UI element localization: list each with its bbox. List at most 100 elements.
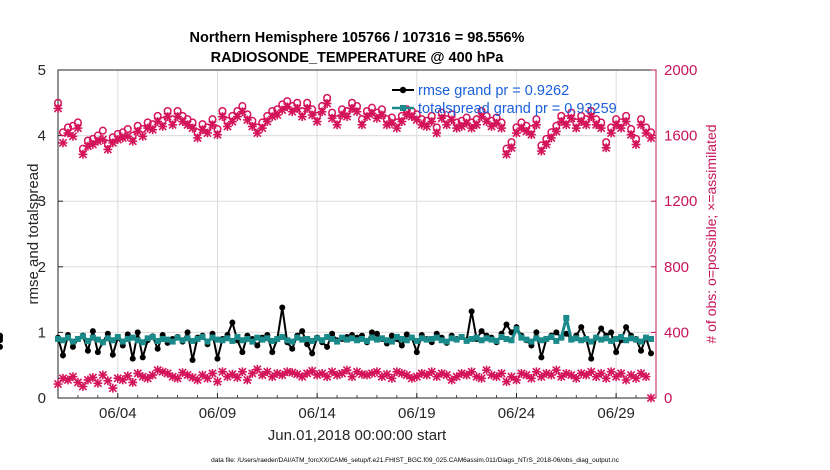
rmse-point (648, 350, 655, 357)
spread-point (378, 335, 385, 342)
spread-point (508, 337, 515, 344)
spread-point (623, 337, 630, 344)
spread-point (443, 338, 450, 345)
spread-point (109, 337, 116, 344)
obs-assimilated-point (332, 120, 342, 130)
obs-assimilated-point (601, 143, 611, 153)
obs-assimilated-point (287, 107, 297, 117)
spread-point (209, 334, 216, 341)
y-right-tick-label: 0 (664, 390, 672, 407)
spread-point (523, 336, 530, 343)
spread-point (583, 335, 590, 342)
rmse-point (309, 350, 316, 357)
obs-assimilated-point (596, 123, 606, 133)
obs-assimilated-point (427, 117, 437, 126)
spread-point (453, 336, 460, 343)
rmse-point (59, 352, 66, 359)
obs-assimilated-point (372, 113, 382, 123)
rmse-point (84, 347, 91, 354)
obs-possible-point (98, 126, 107, 135)
obs-rejected-point (103, 376, 113, 386)
rmse-point (124, 331, 131, 338)
spread-point (438, 337, 445, 344)
spread-point (383, 337, 390, 344)
obs-rejected-point (636, 369, 646, 378)
obs-rejected-point (198, 370, 207, 380)
spread-point (194, 335, 201, 342)
obs-assimilated-point (103, 145, 113, 154)
spread-point (363, 337, 370, 344)
obs-assimilated-point (73, 123, 83, 133)
obs-rejected-point (133, 369, 143, 378)
obs-assimilated-point (362, 112, 372, 122)
obs-assimilated-point (621, 117, 631, 126)
obs-assimilated-point (407, 112, 417, 122)
y-left-tick-label: 4 (38, 128, 46, 145)
rmse-point (154, 345, 161, 352)
rmse-point (94, 349, 101, 356)
obs-assimilated-point (58, 138, 68, 148)
obs-assimilated-point (507, 143, 516, 153)
rmse-point (608, 329, 615, 336)
spread-point (184, 335, 191, 342)
obs-assimilated-point (342, 112, 352, 122)
spread-point (513, 326, 520, 333)
obs-assimilated-point (536, 146, 546, 156)
obs-assimilated-point (606, 128, 616, 138)
spread-point (159, 335, 166, 342)
obs-rejected-point (586, 367, 596, 377)
obs-rejected-point (63, 375, 73, 385)
obs-rejected-point (462, 370, 472, 380)
obs-rejected-point (267, 372, 277, 382)
rmse-point (299, 328, 306, 335)
rmse-point (254, 342, 261, 349)
spread-point (528, 338, 535, 345)
obs-rejected-point (512, 375, 521, 385)
y-right-tick-label: 400 (664, 324, 689, 341)
spread-point (134, 337, 141, 344)
rmse-point (214, 355, 221, 362)
obs-assimilated-point (88, 140, 98, 149)
spread-point (239, 337, 246, 344)
spread-point (533, 335, 540, 342)
spread-point (358, 335, 365, 342)
obs-rejected-point (213, 377, 222, 386)
obs-rejected-point (93, 378, 103, 388)
spread-point (344, 336, 351, 343)
spread-point (219, 337, 226, 344)
spread-point (319, 337, 326, 344)
spread-point (55, 335, 61, 342)
obs-assimilated-point (218, 112, 227, 122)
y-left-tick-label: 0 (38, 390, 46, 407)
obs-rejected-point (601, 373, 611, 383)
y-axis-right: 0 400 800 1200 1600 2000 (651, 62, 697, 407)
spread-point (473, 334, 480, 341)
spread-point (643, 334, 650, 341)
obs-rejected-point (337, 369, 347, 378)
chart-subtitle: RADIOSONDE_TEMPERATURE @ 400 hPa (211, 50, 505, 66)
spread-point (259, 336, 266, 343)
obs-assimilated-point (487, 122, 496, 131)
rmse-point (478, 328, 485, 335)
obs-rejected-point (98, 370, 108, 380)
spread-point (274, 335, 281, 342)
obs-assimilated-point (297, 112, 307, 122)
spread-point (129, 334, 136, 341)
rmse-point (134, 329, 141, 336)
obs-assimilated-point (561, 120, 571, 130)
spread-point (84, 337, 91, 344)
obs-rejected-point (173, 373, 182, 383)
obs-assimilated-point (213, 130, 222, 140)
spread-point (244, 335, 251, 342)
spread-point (324, 333, 331, 340)
spread-point (628, 335, 635, 342)
rmse-point (388, 332, 395, 339)
obs-rejected-point (477, 373, 486, 383)
obs-rejected-point (447, 375, 457, 385)
rmse-point (109, 351, 116, 358)
rmse-point (563, 330, 570, 337)
obs-assimilated-point (108, 138, 118, 148)
spread-point (478, 337, 485, 344)
obs-assimilated-point (357, 120, 367, 130)
y-axis-label-right: # of obs: o=possible; ×=assimilated (703, 124, 719, 343)
